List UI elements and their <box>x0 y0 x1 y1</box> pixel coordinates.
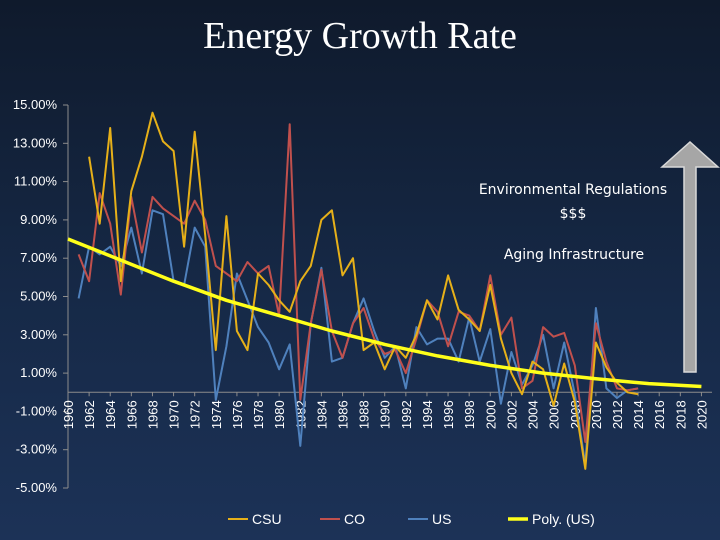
x-tick-label: 2000 <box>483 400 498 429</box>
y-tick-label: 3.00% <box>20 327 57 342</box>
x-tick-label: 1976 <box>230 400 245 429</box>
x-tick-label: 1984 <box>314 400 329 429</box>
legend-label: US <box>432 511 451 527</box>
chart-series <box>77 111 639 470</box>
annotation-money: $$$ <box>560 206 587 222</box>
chart-legend: CSU CO US Poly. (US) <box>228 511 595 527</box>
x-tick-label: 1988 <box>357 400 372 429</box>
x-tick-label: 1974 <box>209 400 224 429</box>
legend-label: CO <box>344 511 365 527</box>
x-tick-label: 1962 <box>82 400 97 429</box>
series-line-csu <box>88 111 639 470</box>
up-arrow-icon <box>660 140 720 373</box>
legend-label: Poly. (US) <box>532 511 595 527</box>
x-tick-label: 2002 <box>504 400 519 429</box>
x-tick-label: 1964 <box>103 400 118 429</box>
y-axis-ticks: 15.00% 13.00% 11.00% 9.00% 7.00% 5.00% 3.00% 1.… <box>13 97 68 495</box>
x-tick-label: 1970 <box>167 400 182 429</box>
legend-label: CSU <box>252 511 282 527</box>
x-tick-label: 1998 <box>462 400 477 429</box>
y-tick-label: 15.00% <box>13 97 58 112</box>
annotation-aging-infrastructure: Aging Infrastructure <box>504 247 644 263</box>
trendline-poly-us <box>67 237 702 389</box>
y-tick-label: 7.00% <box>20 250 57 265</box>
x-tick-label: 1960 <box>61 400 76 429</box>
x-tick-label: 1986 <box>335 400 350 429</box>
x-axis-ticks: 1960 1962 1964 1966 1968 1970 1972 1974 1976 1978… <box>61 392 709 429</box>
x-tick-label: 1980 <box>272 400 287 429</box>
y-tick-label: 1.00% <box>20 365 57 380</box>
trendline-group <box>67 237 702 389</box>
x-tick-label: 2014 <box>631 400 646 429</box>
y-tick-label: 11.00% <box>14 174 58 189</box>
x-tick-label: 2020 <box>694 400 709 429</box>
slide-title: Energy Growth Rate <box>203 15 517 57</box>
x-tick-label: 1972 <box>188 400 203 429</box>
x-tick-label: 2016 <box>652 400 667 429</box>
series-line-co <box>77 123 639 443</box>
x-tick-label: 1968 <box>145 400 160 429</box>
x-tick-label: 2006 <box>547 400 562 429</box>
annotation-environmental-regulations: Environmental Regulations <box>479 182 667 198</box>
y-tick-label: -1.00% <box>16 403 58 418</box>
y-tick-label: 5.00% <box>20 289 57 304</box>
x-tick-label: 2010 <box>589 400 604 429</box>
x-tick-label: 1978 <box>251 400 266 429</box>
x-tick-label: 2004 <box>526 400 541 429</box>
x-tick-label: 1996 <box>441 400 456 429</box>
x-tick-label: 1966 <box>124 400 139 429</box>
x-tick-label: 2012 <box>610 400 625 429</box>
y-tick-label: -3.00% <box>16 442 58 457</box>
x-tick-label: 1992 <box>399 400 414 429</box>
x-tick-label: 1990 <box>378 400 393 429</box>
chart-axes <box>67 105 712 488</box>
y-tick-label: -5.00% <box>16 480 58 495</box>
x-tick-label: 2018 <box>673 400 688 429</box>
y-tick-label: 13.00% <box>13 135 58 150</box>
x-tick-label: 1994 <box>420 400 435 429</box>
y-tick-label: 9.00% <box>20 212 57 227</box>
